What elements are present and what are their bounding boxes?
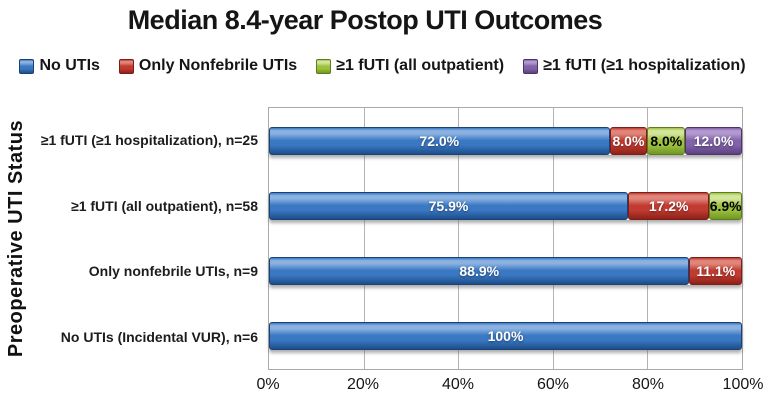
bar-segment-label: 72.0% — [419, 132, 460, 149]
bar-segment-label: 8.0% — [612, 132, 645, 149]
bar-row: 100% — [269, 304, 742, 369]
y-axis-title-text: Preoperative UTI Status — [5, 119, 28, 358]
gridline — [647, 108, 649, 369]
stacked-bar: 72.0% 8.0% 8.0% 12.0% — [269, 126, 742, 155]
stacked-bar: 88.9% 11.1% — [269, 257, 742, 286]
gridline — [552, 108, 554, 369]
bar-segment: 12.0% — [685, 126, 742, 155]
x-tick-label: 20% — [346, 376, 380, 393]
category-label: ≥1 fUTI (all outpatient), n=58 — [71, 197, 258, 214]
bar-row: 72.0% 8.0% 8.0% 12.0% — [269, 108, 742, 173]
legend-swatch-icon — [118, 58, 134, 74]
bar-segment: 8.0% — [609, 126, 648, 155]
stacked-bar: 100% — [269, 322, 742, 351]
bar-segment-label: 17.2% — [648, 197, 689, 214]
bar-segment: 11.1% — [689, 257, 742, 286]
category-axis-labels: ≥1 fUTI (≥1 hospitalization), n=25 ≥1 fUT… — [40, 107, 262, 370]
x-tick-label: 100% — [722, 376, 764, 393]
gridline — [458, 108, 460, 369]
legend: No UTIs Only Nonfebrile UTIs ≥1 fUTI (all … — [0, 57, 765, 75]
category-label: No UTIs (Incidental VUR), n=6 — [60, 329, 258, 346]
legend-label: Only Nonfebrile UTIs — [138, 57, 298, 74]
y-axis-title: Preoperative UTI Status — [0, 107, 34, 370]
stacked-bar: 75.9% 17.2% 6.9% — [269, 191, 742, 220]
plot-area: 72.0% 8.0% 8.0% 12.0% 75.9% 17.2% 6.9% 88.9% 11.… — [268, 107, 743, 370]
x-tick-label: 0% — [256, 376, 280, 393]
bars-layer: 72.0% 8.0% 8.0% 12.0% 75.9% 17.2% 6.9% 88.9% 11.… — [269, 108, 742, 369]
category-label: ≥1 fUTI (≥1 hospitalization), n=25 — [40, 131, 258, 148]
bar-segment: 88.9% — [269, 257, 690, 286]
legend-swatch-icon — [19, 58, 35, 74]
bar-segment: 75.9% — [269, 191, 628, 220]
bar-segment: 8.0% — [647, 126, 686, 155]
legend-label: No UTIs — [39, 57, 100, 74]
bar-row: 75.9% 17.2% 6.9% — [269, 173, 742, 238]
bar-segment: 72.0% — [269, 126, 610, 155]
x-tick-label: 60% — [536, 376, 570, 393]
x-tick-label: 80% — [631, 376, 665, 393]
legend-swatch-icon — [523, 58, 539, 74]
bar-row: 88.9% 11.1% — [269, 239, 742, 304]
bar-segment-label: 75.9% — [428, 197, 469, 214]
gridline — [363, 108, 365, 369]
legend-label: ≥1 fUTI (≥1 hospitalization) — [543, 57, 746, 74]
legend-item: ≥1 fUTI (≥1 hospitalization) — [523, 57, 746, 75]
bar-segment: 6.9% — [709, 191, 742, 220]
bar-segment: 100% — [269, 322, 742, 351]
legend-label: ≥1 fUTI (all outpatient) — [336, 57, 505, 74]
bar-segment-label: 6.9% — [709, 197, 742, 214]
legend-item: ≥1 fUTI (all outpatient) — [316, 57, 504, 75]
legend-swatch-icon — [316, 58, 332, 74]
category-label: Only nonfebrile UTIs, n=9 — [88, 263, 258, 280]
legend-item: No UTIs — [19, 57, 100, 75]
bar-segment-label: 88.9% — [459, 263, 500, 280]
x-axis-tick-labels: 0% 20% 40% 60% 80% 100% — [256, 376, 763, 398]
bar-segment: 17.2% — [628, 191, 710, 220]
bar-segment-label: 12.0% — [693, 132, 734, 149]
chart-title: Median 8.4-year Postop UTI Outcomes — [127, 5, 603, 35]
bar-segment-label: 100% — [487, 328, 524, 345]
bar-segment-label: 8.0% — [650, 132, 683, 149]
x-tick-label: 40% — [441, 376, 475, 393]
legend-item: Only Nonfebrile UTIs — [118, 57, 298, 75]
bar-segment-label: 11.1% — [696, 263, 736, 280]
